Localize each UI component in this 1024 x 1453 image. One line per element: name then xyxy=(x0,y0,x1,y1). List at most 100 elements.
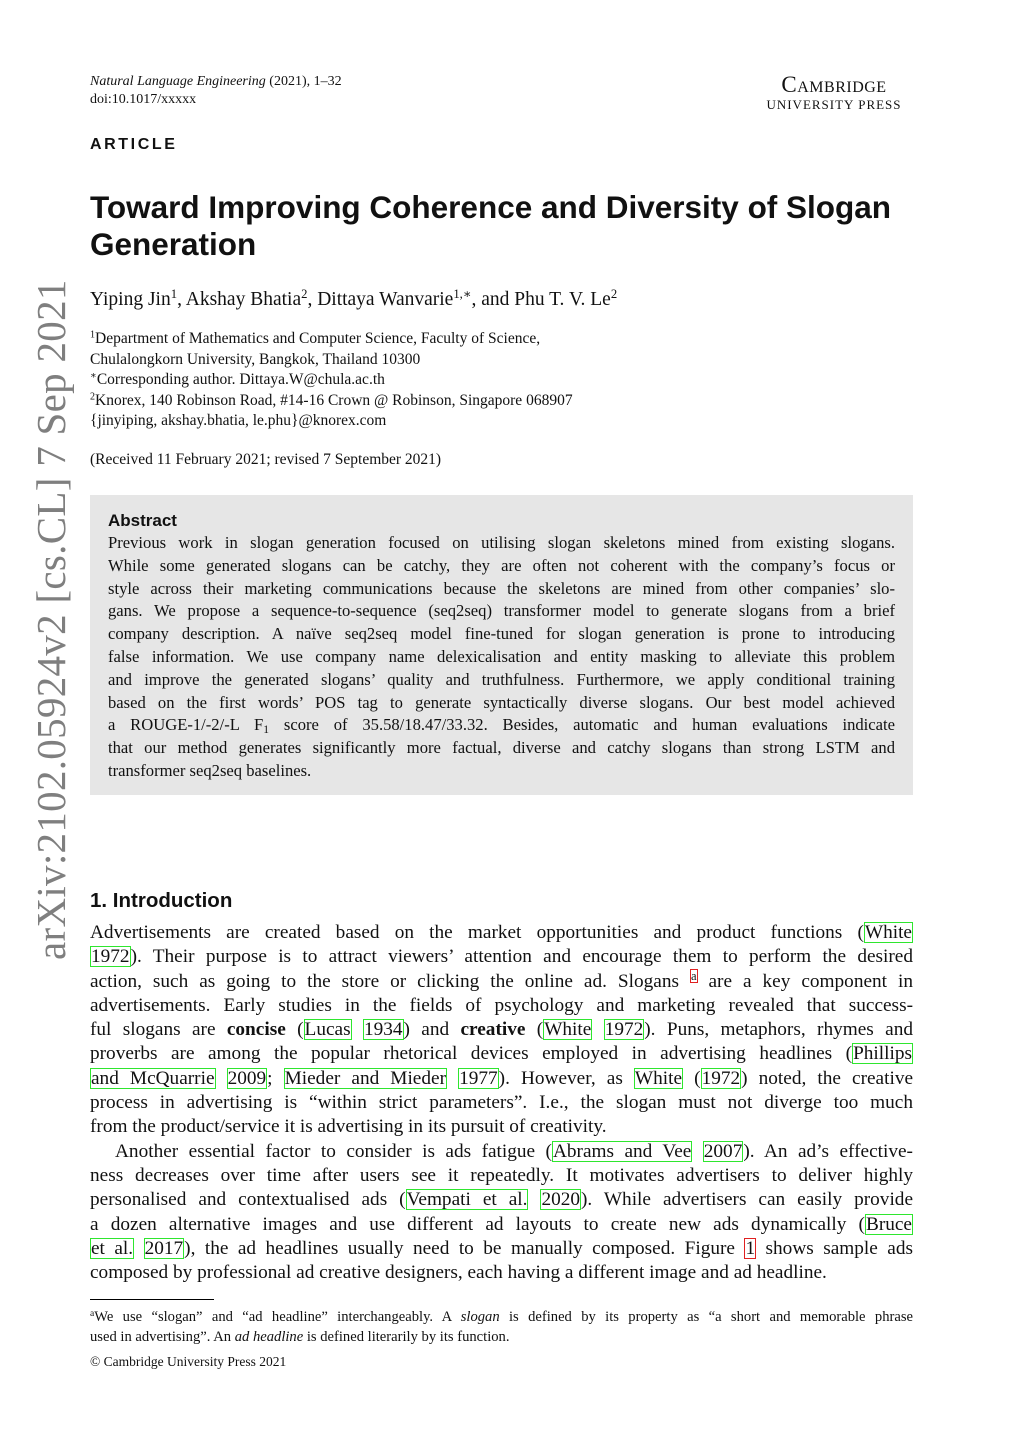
text-segment: proverbs are among the popular rhetorica… xyxy=(90,1043,853,1065)
paper-title: Toward Improving Coherence and Diversity… xyxy=(90,189,892,262)
affiliation-line: 1Department of Mathematics and Computer … xyxy=(90,329,573,350)
text-line: a dozen alternative images and use diffe… xyxy=(90,1213,913,1237)
text-segment: ). However, as xyxy=(498,1067,634,1089)
citation-link[interactable]: White xyxy=(633,1067,684,1089)
text-line: aWe use “slogan” and “ad headline” inter… xyxy=(90,1307,913,1327)
citation-link[interactable]: 2020 xyxy=(540,1189,581,1211)
footnote-marker: a xyxy=(90,1308,95,1319)
author-affiliation-marker: 2 xyxy=(301,287,308,302)
text-segment: ( xyxy=(683,1067,701,1089)
citation-link[interactable]: 1972 xyxy=(603,1019,645,1041)
citation-link[interactable]: Mieder and Mieder xyxy=(283,1067,447,1089)
citation-link[interactable]: Bruce xyxy=(864,1213,913,1235)
citation-link[interactable]: 1934 xyxy=(362,1019,404,1041)
text-line: et al. 2017), the ad headlines usually n… xyxy=(90,1237,913,1261)
citation-link[interactable]: White xyxy=(863,922,913,943)
text-segment: from the product/service it is advertisi… xyxy=(90,1116,607,1138)
text-segment xyxy=(216,1068,227,1089)
text-segment: Previous work in slogan generation focus… xyxy=(108,533,895,552)
subscript: 1 xyxy=(263,723,270,737)
text-line: Previous work in slogan generation focus… xyxy=(108,532,895,555)
citation-link[interactable]: White xyxy=(543,1019,593,1041)
affiliations: 1Department of Mathematics and Computer … xyxy=(90,329,573,432)
footnote-ref-link[interactable]: a xyxy=(689,968,698,983)
author-separator: , and xyxy=(471,289,515,310)
text-line: false information. We use company name d… xyxy=(108,646,895,669)
author-name: Akshay Bhatia xyxy=(185,289,302,310)
text-segment: ), the ad headlines usually need to be m… xyxy=(184,1237,745,1259)
received-dates: (Received 11 February 2021; revised 7 Se… xyxy=(90,451,442,468)
text-segment: action, such as going to the store or cl… xyxy=(90,970,690,992)
text-segment: ). While advertisers can easily provide xyxy=(581,1189,914,1211)
bold-text: creative xyxy=(460,1019,526,1041)
citation-link[interactable]: et al. xyxy=(90,1237,135,1259)
author-name: Yiping Jin xyxy=(90,289,171,310)
text-segment: ). Puns, metaphors, rhymes and xyxy=(644,1019,913,1041)
text-segment xyxy=(692,1141,702,1162)
figure-ref-link[interactable]: 1 xyxy=(744,1237,757,1259)
footnote: aWe use “slogan” and “ad headline” inter… xyxy=(90,1307,913,1347)
citation-link[interactable]: Phillips xyxy=(852,1043,913,1065)
italic-text: slogan xyxy=(460,1309,500,1325)
copyright: © Cambridge University Press 2021 xyxy=(90,1354,287,1369)
text-line: Another essential factor to consider is … xyxy=(90,1140,913,1164)
italic-text: ad headline xyxy=(234,1329,304,1345)
author-name: Phu T. V. Le xyxy=(514,289,611,310)
affiliation-text: Knorex, 140 Robinson Road, #14-16 Crown … xyxy=(95,391,573,409)
text-line: composed by professional ad creative des… xyxy=(90,1261,913,1285)
text-segment: Another essential factor to consider is … xyxy=(115,1140,552,1162)
text-line: based on the first words’ POS tag to gen… xyxy=(108,692,895,715)
text-segment: a dozen alternative images and use diffe… xyxy=(90,1213,865,1235)
affiliation-text: Corresponding author. Dittaya.W@chula.ac… xyxy=(96,371,385,389)
text-segment: ness decreases over time after users see… xyxy=(90,1164,913,1186)
text-segment: a ROUGE-1/-2/-L F xyxy=(108,715,264,735)
text-line: style across their marketing communicati… xyxy=(108,578,895,601)
citation-link[interactable]: Lucas xyxy=(303,1019,352,1041)
text-line: personalised and contextualised ads (Vem… xyxy=(90,1188,913,1212)
text-line: 1972). Their purpose is to attract viewe… xyxy=(90,945,913,969)
author-affiliation-marker: 2 xyxy=(610,287,618,302)
text-segment: used in advertising”. An xyxy=(90,1329,235,1345)
author-list: Yiping Jin1, Akshay Bhatia2, Dittaya Wan… xyxy=(90,287,618,311)
text-segment: are a key component in xyxy=(697,970,913,992)
affiliation-text: Chulalongkorn University, Bangkok, Thail… xyxy=(90,350,421,368)
author-affiliation-marker: 1 xyxy=(170,287,178,302)
text-segment: and improve the generated slogans’ quali… xyxy=(108,669,895,689)
text-segment: ( xyxy=(285,1019,304,1041)
text-line: and improve the generated slogans’ quali… xyxy=(108,669,895,692)
citation-link[interactable]: 2017 xyxy=(143,1237,185,1259)
affiliation-line: ∗Corresponding author. Dittaya.W@chula.a… xyxy=(90,370,573,391)
author-separator: , xyxy=(177,289,186,310)
affiliation-marker: 2 xyxy=(90,391,96,403)
abstract-text: Previous work in slogan generation focus… xyxy=(108,532,895,783)
text-segment: gans. We propose a sequence-to-sequence … xyxy=(108,601,895,621)
citation-link[interactable]: Abrams and Vee xyxy=(551,1140,693,1162)
text-line: and McQuarrie 2009; Mieder and Mieder 19… xyxy=(90,1067,913,1091)
cambridge-logo: Cambridge UNIVERSITY PRESS xyxy=(754,73,914,113)
citation-link[interactable]: 1977 xyxy=(458,1067,499,1089)
citation-link[interactable]: and McQuarrie xyxy=(90,1067,216,1089)
citation-link[interactable]: 2009 xyxy=(226,1067,268,1089)
citation-link[interactable]: Vempati et al. xyxy=(405,1189,529,1211)
introduction-text: Advertisements are created based on the … xyxy=(90,921,913,1285)
logo-line2: UNIVERSITY PRESS xyxy=(766,97,902,112)
journal-header: Natural Language Engineering (2021), 1–3… xyxy=(90,73,342,109)
text-segment: ( xyxy=(525,1019,544,1041)
text-segment: ; xyxy=(267,1067,284,1089)
text-line: transformer seq2seq baselines. xyxy=(108,760,895,783)
citation-link[interactable]: 1972 xyxy=(90,946,131,968)
text-segment: ) noted, the creative xyxy=(741,1067,914,1089)
citation-link[interactable]: 1972 xyxy=(700,1067,742,1089)
text-line: from the product/service it is advertisi… xyxy=(90,1115,913,1139)
text-segment: company description. A naïve seq2seq mod… xyxy=(108,624,895,644)
abstract-heading: Abstract xyxy=(108,511,177,530)
text-segment: style across their marketing communicati… xyxy=(108,578,895,598)
text-segment: ). Their purpose is to attract viewers’ … xyxy=(130,946,913,968)
text-segment: based on the first words’ POS tag to gen… xyxy=(108,692,895,712)
text-segment xyxy=(447,1068,458,1089)
citation-link[interactable]: 2007 xyxy=(702,1140,744,1162)
text-segment xyxy=(352,1019,363,1040)
text-segment: personalised and contextualised ads ( xyxy=(90,1189,406,1211)
text-segment: is defined literarily by its function. xyxy=(303,1329,510,1345)
text-segment xyxy=(528,1189,540,1210)
